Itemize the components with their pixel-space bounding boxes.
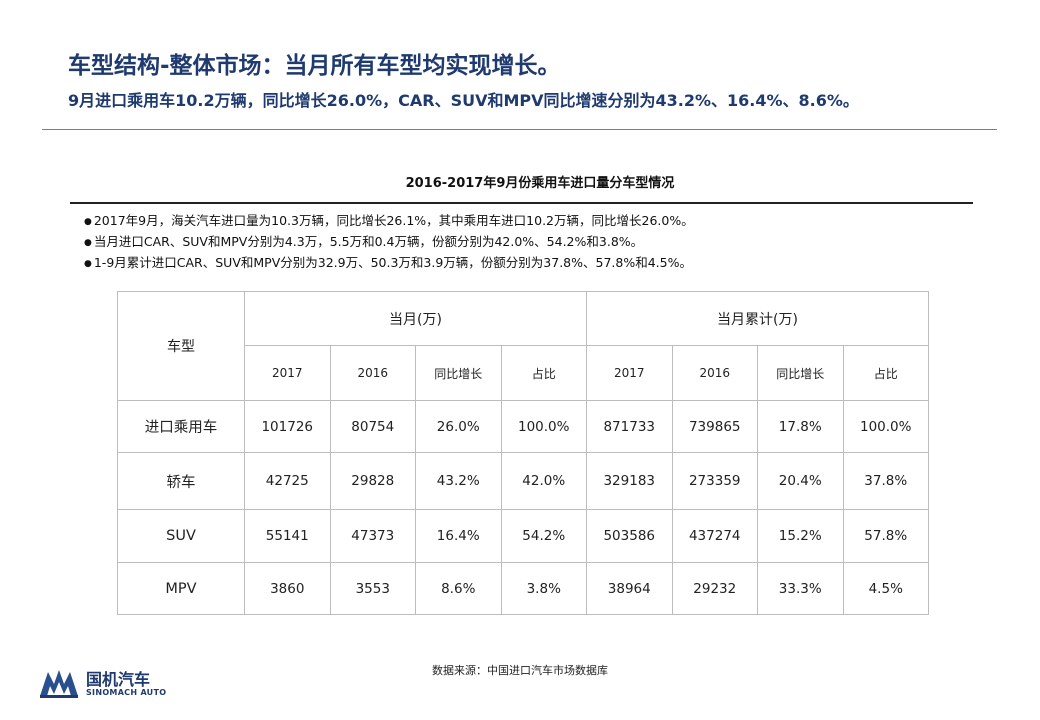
table-cell: 42.0% [500, 452, 587, 510]
sinomach-logo-icon [40, 670, 78, 698]
logo-name-cn: 国机汽车 [86, 670, 151, 689]
company-logo: 国机汽车 SINOMACH AUTO [38, 664, 198, 704]
table-cell: 3860 [244, 562, 331, 615]
table-caption: 2016-2017年9月份乘用车进口量分车型情况 [405, 176, 675, 191]
row-label: 轿车 [117, 452, 245, 510]
type-column-header: 车型 [117, 291, 245, 401]
data-source-note: 数据来源：中国进口汽车市场数据库 [432, 664, 608, 677]
page-subtitle: 9月进口乘用车10.2万辆，同比增长26.0%，CAR、SUV和MPV同比增速分… [68, 91, 859, 110]
table-cell: 42725 [244, 452, 331, 510]
table-cell: 33.3% [757, 562, 844, 615]
group-header-month: 当月(万) [244, 291, 587, 346]
table-cell: 29232 [671, 562, 758, 615]
table-cell: 15.2% [757, 509, 844, 563]
row-label: MPV [117, 562, 245, 615]
table-cell: 47373 [329, 509, 416, 563]
table-cell: 437274 [671, 509, 758, 563]
table-row: 进口乘用车 101726 80754 26.0% 100.0% 871733 7… [117, 400, 929, 453]
logo-name-en: SINOMACH AUTO [86, 688, 167, 697]
table-cell: 43.2% [415, 452, 502, 510]
table-cell: 3553 [329, 562, 416, 615]
note-item: 当月进口CAR、SUV和MPV分别为4.3万，5.5万和0.4万辆，份额分别为4… [84, 232, 694, 253]
table-cell: 37.8% [842, 452, 929, 510]
table-cell: 54.2% [500, 509, 587, 563]
caption-divider [70, 202, 973, 204]
sub-header: 占比 [500, 345, 587, 401]
sub-header: 2016 [671, 345, 758, 401]
row-label: 进口乘用车 [117, 400, 245, 453]
sub-header: 占比 [842, 345, 929, 401]
table-cell: 4.5% [842, 562, 929, 615]
page-title: 车型结构-整体市场：当月所有车型均实现增长。 [68, 53, 561, 79]
table-cell: 26.0% [415, 400, 502, 453]
table-cell: 100.0% [500, 400, 587, 453]
table-row: MPV 3860 3553 8.6% 3.8% 38964 29232 33.3… [117, 562, 929, 615]
sub-header: 同比增长 [757, 345, 844, 401]
sub-header: 2017 [586, 345, 673, 401]
table-cell: 38964 [586, 562, 673, 615]
table-cell: 57.8% [842, 509, 929, 563]
group-header-cumulative: 当月累计(万) [586, 291, 929, 346]
table-cell: 871733 [586, 400, 673, 453]
table-cell: 273359 [671, 452, 758, 510]
table-cell: 29828 [329, 452, 416, 510]
table-row: 轿车 42725 29828 43.2% 42.0% 329183 273359… [117, 452, 929, 510]
table-cell: 100.0% [842, 400, 929, 453]
table-row: SUV 55141 47373 16.4% 54.2% 503586 43727… [117, 509, 929, 563]
table-cell: 329183 [586, 452, 673, 510]
sub-header: 2016 [329, 345, 416, 401]
sub-header: 同比增长 [415, 345, 502, 401]
table-cell: 101726 [244, 400, 331, 453]
row-label: SUV [117, 509, 245, 563]
notes-list: 2017年9月，海关汽车进口量为10.3万辆，同比增长26.1%，其中乘用车进口… [84, 211, 694, 274]
import-table: 车型 当月(万) 当月累计(万) 2017 2016 同比增长 占比 2017 … [117, 291, 929, 615]
note-item: 1-9月累计进口CAR、SUV和MPV分别为32.9万、50.3万和3.9万辆，… [84, 253, 694, 274]
table-cell: 17.8% [757, 400, 844, 453]
table-cell: 739865 [671, 400, 758, 453]
table-cell: 16.4% [415, 509, 502, 563]
table-cell: 55141 [244, 509, 331, 563]
note-item: 2017年9月，海关汽车进口量为10.3万辆，同比增长26.1%，其中乘用车进口… [84, 211, 694, 232]
table-cell: 20.4% [757, 452, 844, 510]
table-cell: 80754 [329, 400, 416, 453]
table-cell: 3.8% [500, 562, 587, 615]
table-cell: 8.6% [415, 562, 502, 615]
table-cell: 503586 [586, 509, 673, 563]
header-divider [42, 129, 997, 130]
sub-header: 2017 [244, 345, 331, 401]
